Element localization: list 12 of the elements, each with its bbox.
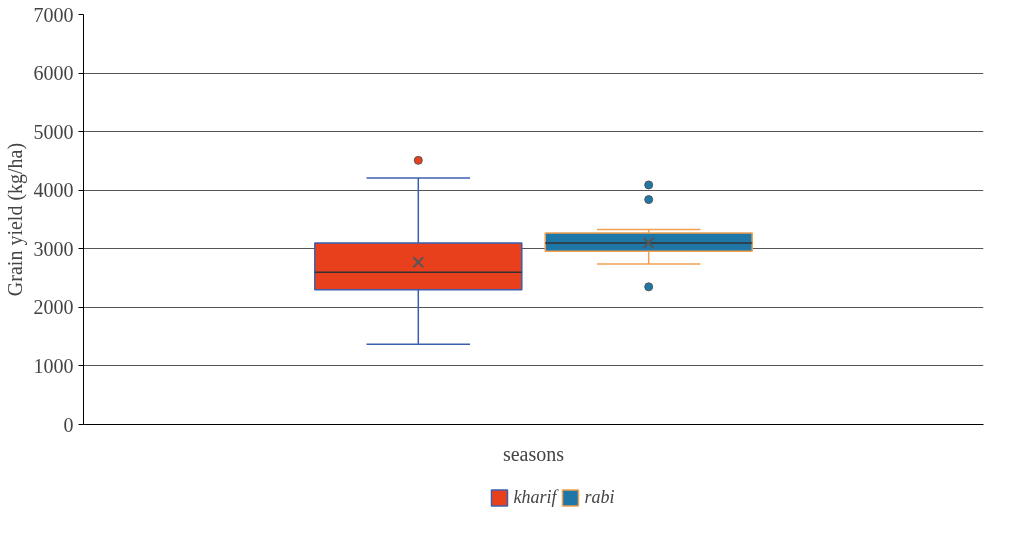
y-tick-label: 7000 bbox=[33, 3, 74, 26]
y-tick-label: 3000 bbox=[33, 237, 74, 260]
legend-label: kharif bbox=[513, 486, 557, 508]
x-axis-title: seasons bbox=[502, 442, 565, 465]
y-tick-label: 5000 bbox=[33, 120, 74, 143]
y-tick-label: 6000 bbox=[33, 62, 74, 85]
y-tick-label: 1000 bbox=[33, 354, 74, 377]
y-tick-label: 4000 bbox=[33, 179, 74, 202]
y-tick-label: 2000 bbox=[33, 296, 74, 319]
legend-label: rabi bbox=[584, 486, 615, 508]
y-tick-label: 0 bbox=[63, 413, 74, 436]
y-axis-title: Grain yield (kg/ha) bbox=[3, 142, 27, 297]
